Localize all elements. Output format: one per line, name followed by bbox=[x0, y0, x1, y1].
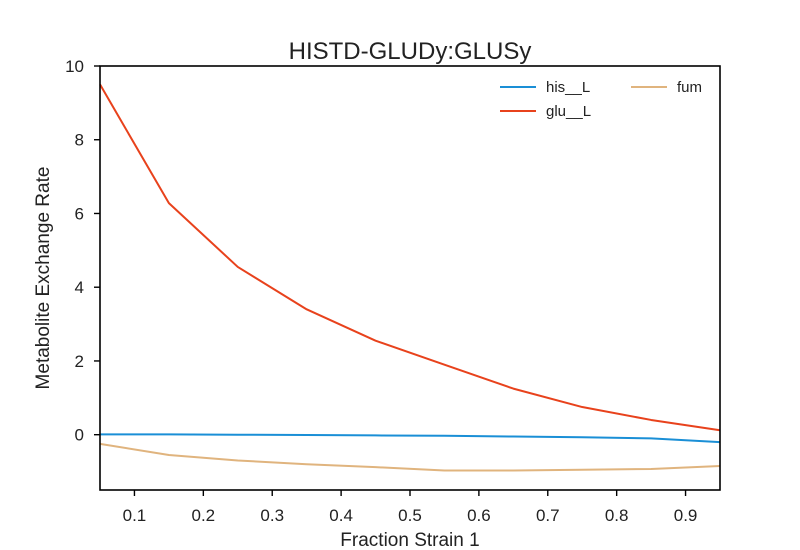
y-tick-label: 4 bbox=[75, 278, 84, 297]
y-tick-label: 10 bbox=[65, 57, 84, 76]
plot-frame bbox=[99, 65, 721, 491]
legend: his__L glu__L fum bbox=[500, 79, 702, 120]
y-axis-label: Metabolite Exchange Rate bbox=[33, 167, 54, 390]
y-tick-label: 2 bbox=[75, 352, 84, 371]
legend-label: glu__L bbox=[546, 103, 591, 120]
x-axis-ticks: 0.1 0.2 0.3 0.4 0.5 0.6 0.7 0.8 0.9 bbox=[123, 490, 698, 525]
x-tick-label: 0.8 bbox=[605, 506, 629, 525]
x-tick-label: 0.9 bbox=[674, 506, 698, 525]
x-tick-label: 0.5 bbox=[398, 506, 422, 525]
x-tick-label: 0.7 bbox=[536, 506, 560, 525]
series-line-fum bbox=[99, 442, 721, 472]
x-axis-label: Fraction Strain 1 bbox=[340, 530, 479, 550]
y-tick-label: 0 bbox=[75, 426, 84, 445]
x-tick-label: 0.3 bbox=[260, 506, 284, 525]
legend-label: fum bbox=[677, 79, 702, 96]
x-tick-label: 0.6 bbox=[467, 506, 491, 525]
legend-label: his__L bbox=[546, 79, 590, 96]
y-tick-label: 8 bbox=[75, 131, 84, 150]
chart-title: HISTD-GLUDy:GLUSy bbox=[289, 38, 532, 65]
y-tick-label: 6 bbox=[75, 204, 84, 223]
plot-lines bbox=[99, 83, 721, 472]
x-tick-label: 0.4 bbox=[329, 506, 353, 525]
y-axis-ticks: 0 2 4 6 8 10 bbox=[65, 57, 100, 445]
x-tick-label: 0.2 bbox=[192, 506, 216, 525]
series-line-his-L bbox=[100, 433, 721, 444]
x-tick-label: 0.1 bbox=[123, 506, 147, 525]
series-line-glu-L bbox=[99, 83, 721, 432]
